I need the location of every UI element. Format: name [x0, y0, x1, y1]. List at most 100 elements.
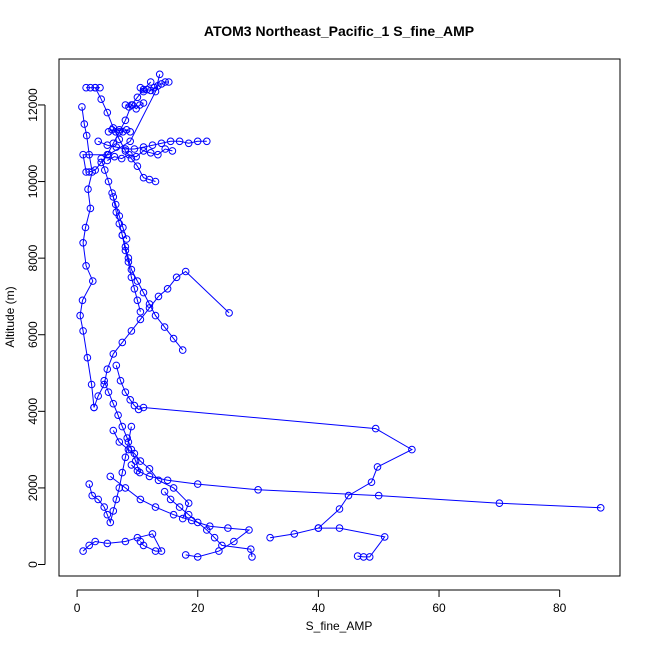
series-13 [85, 422, 136, 527]
data-point [215, 547, 223, 555]
data-point [110, 152, 119, 161]
x-tick-label: 0 [74, 601, 81, 615]
data-point [78, 296, 87, 305]
data-point [109, 507, 118, 515]
data-point [118, 422, 127, 431]
data-point [79, 239, 87, 247]
data-point [165, 78, 173, 86]
data-point [82, 262, 90, 270]
data-point [88, 491, 96, 500]
data-point [131, 457, 140, 465]
data-point [495, 499, 504, 508]
data-point [193, 553, 202, 561]
data-point [163, 285, 172, 293]
data-point [133, 277, 142, 285]
data-point [193, 480, 202, 488]
data-point [139, 87, 148, 96]
data-point [335, 505, 344, 513]
data-point [78, 103, 86, 111]
data-point [367, 478, 376, 487]
series-line [112, 196, 141, 312]
data-point [248, 553, 256, 561]
data-point [121, 537, 130, 546]
y-tick-label: 12000 [26, 88, 40, 122]
series-11 [100, 376, 144, 477]
data-point [127, 327, 136, 335]
data-point [353, 552, 362, 560]
series-line [131, 464, 601, 509]
data-point [103, 108, 112, 117]
data-point [151, 311, 160, 320]
data-point [193, 518, 202, 527]
data-point [136, 537, 145, 546]
data-point [169, 484, 178, 492]
data-point [130, 401, 139, 410]
data-point [103, 539, 112, 548]
data-point [166, 137, 175, 146]
data-point [184, 139, 193, 148]
data-point [86, 204, 95, 213]
data-point [139, 288, 148, 297]
data-point [85, 168, 93, 176]
data-point [115, 126, 124, 134]
data-point [79, 327, 87, 335]
data-point [314, 524, 323, 532]
data-point [121, 453, 130, 462]
series-7 [79, 530, 166, 555]
data-point [154, 292, 163, 301]
data-point [79, 547, 87, 555]
data-point [139, 403, 148, 412]
chart-title: ATOM3 Northeast_Pacific_1 S_fine_AMP [204, 23, 474, 39]
data-point [146, 149, 155, 157]
data-point [118, 231, 127, 239]
data-point [104, 128, 113, 136]
data-point [175, 137, 184, 146]
data-point [84, 185, 92, 193]
data-point [169, 510, 178, 519]
data-point [132, 152, 140, 161]
data-point [157, 139, 166, 148]
data-point [145, 465, 154, 473]
data-point [178, 514, 187, 523]
data-point [359, 553, 368, 561]
data-point [124, 438, 133, 446]
data-point [126, 137, 134, 146]
data-point [94, 495, 102, 504]
data-point [127, 265, 136, 274]
data-point [133, 93, 142, 102]
data-point [79, 150, 87, 159]
data-point [115, 135, 124, 144]
data-point [94, 392, 102, 400]
series-line [115, 365, 413, 539]
data-point [111, 200, 120, 209]
data-point [89, 277, 97, 285]
y-tick-label: 6000 [26, 321, 40, 348]
data-point [408, 445, 416, 454]
data-point [121, 242, 130, 251]
data-point [143, 85, 151, 94]
data-point [155, 70, 164, 79]
series-20 [82, 83, 104, 92]
data-point [108, 126, 116, 134]
data-point [181, 551, 190, 559]
data-point [193, 137, 202, 146]
y-tick-label: 2000 [26, 474, 40, 501]
data-point [139, 147, 148, 155]
data-point [184, 499, 193, 508]
data-point [112, 143, 121, 151]
data-point [122, 126, 131, 134]
y-tick-label: 8000 [26, 244, 40, 271]
series-17 [121, 99, 148, 113]
data-point [290, 530, 299, 538]
series-line [98, 140, 207, 150]
data-point [85, 541, 93, 550]
data-point [111, 128, 120, 136]
data-point [126, 396, 134, 404]
data-point [245, 526, 253, 534]
data-point [157, 80, 166, 88]
data-point [82, 168, 90, 176]
data-point [166, 495, 175, 504]
series-19 [104, 126, 134, 136]
y-tick-label: 4000 [26, 398, 40, 425]
data-point [118, 338, 127, 347]
